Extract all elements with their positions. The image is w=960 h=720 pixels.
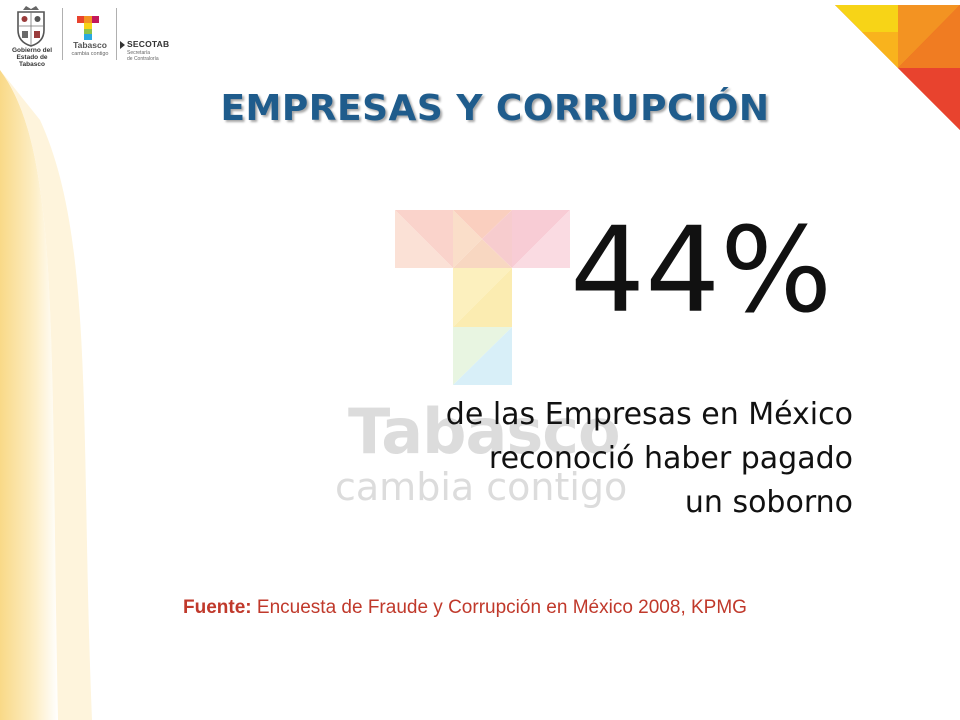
source-text: Encuesta de Fraude y Corrupción en Méxic…: [251, 597, 747, 618]
header-divider: [116, 8, 117, 60]
watermark-tabasco-text: Tabasco: [348, 395, 621, 468]
secotab-sublabel: Secretaría de Contraloría: [127, 50, 159, 62]
source-label: Fuente:: [183, 597, 252, 618]
tabasco-sublabel: cambia contigo: [71, 51, 109, 57]
header-divider: [62, 8, 63, 60]
slide-title: EMPRESAS Y CORRUPCIÓN: [220, 88, 770, 129]
tabasco-label: Tabasco: [73, 40, 107, 50]
secotab-arrow-icon: [120, 41, 125, 49]
stat-line-1: de las Empresas en México: [445, 397, 853, 432]
stat-line-2: reconoció haber pagado: [488, 441, 853, 476]
left-wave-shape: [0, 70, 58, 720]
stat-value: 44%: [570, 201, 833, 339]
stat-line-3: un soborno: [684, 485, 853, 520]
corner-triangles: [835, 5, 960, 130]
tabasco-t-logo-icon: [77, 16, 99, 40]
source-citation: Fuente: Encuesta de Fraude y Corrupción …: [0, 597, 930, 619]
watermark-t-logo-icon: [395, 210, 570, 385]
secotab-label: SECOTAB: [127, 39, 170, 49]
gobierno-label: Gobierno del Estado de Tabasco: [11, 47, 53, 68]
header-logos: Gobierno del Estado de Tabasco Tabasco c…: [0, 0, 180, 70]
state-seal-icon: [17, 6, 45, 47]
stat-description: de las Empresas en México reconoció habe…: [300, 393, 853, 525]
watermark-cambia-text: cambia contigo: [335, 465, 628, 509]
